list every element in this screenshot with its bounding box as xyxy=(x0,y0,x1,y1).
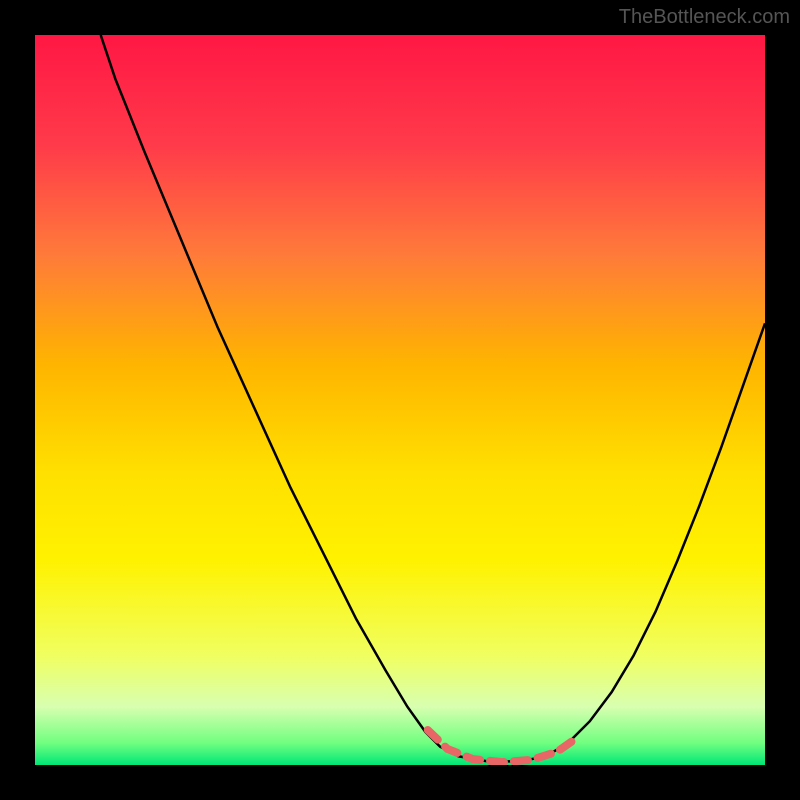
plot-area xyxy=(35,35,765,765)
curve-layer xyxy=(35,35,765,765)
optimal-range-overlay xyxy=(428,730,572,762)
watermark-text: TheBottleneck.com xyxy=(619,6,790,29)
chart-container: TheBottleneck.com xyxy=(0,0,800,800)
bottleneck-curve xyxy=(101,35,765,761)
